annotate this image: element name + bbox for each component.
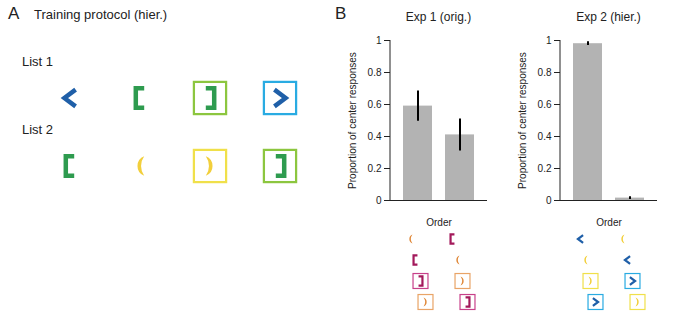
svg-text:1: 1 (546, 35, 552, 46)
svg-text:Proportion of center responses: Proportion of center responses (347, 52, 358, 189)
svg-text:Proportion of center responses: Proportion of center responses (517, 52, 528, 189)
html-text:List 1: List 1 (22, 54, 54, 69)
svg-text:0.8: 0.8 (538, 67, 552, 78)
svg-text:0: 0 (376, 195, 382, 206)
svg-text:0.2: 0.2 (368, 163, 382, 174)
html-text:Exp 1 (orig.): Exp 1 (orig.) (405, 10, 472, 24)
svg-text:0.2: 0.2 (538, 163, 552, 174)
html-text:B: B (335, 4, 347, 23)
svg-text:0.4: 0.4 (538, 131, 552, 142)
html-text:A: A (8, 4, 20, 23)
html-text:Training protocol (hier.): Training protocol (hier.) (34, 7, 168, 22)
svg-text:Order: Order (596, 217, 622, 228)
svg-text:0.6: 0.6 (368, 99, 382, 110)
html-text:List 2: List 2 (22, 122, 54, 137)
svg-text:0.4: 0.4 (368, 131, 382, 142)
svg-text:Order: Order (426, 217, 452, 228)
svg-text:0: 0 (546, 195, 552, 206)
svg-text:1: 1 (376, 35, 382, 46)
svg-text:0.8: 0.8 (368, 67, 382, 78)
html-text:Exp 2 (hier.): Exp 2 (hier.) (576, 10, 641, 24)
svg-text:0.6: 0.6 (538, 99, 552, 110)
